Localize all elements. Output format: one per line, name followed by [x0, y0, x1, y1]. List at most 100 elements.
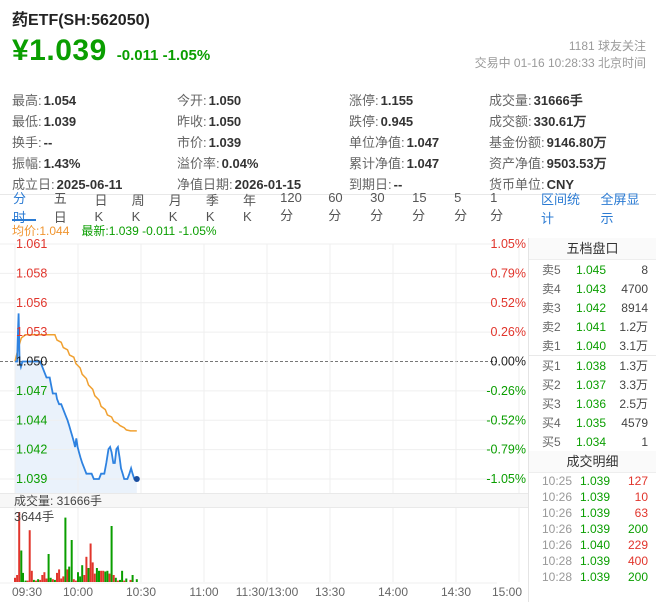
level-price: 1.036: [575, 396, 607, 411]
volume-chart-pane[interactable]: 3644手: [0, 508, 528, 584]
volume-bar: [64, 517, 67, 582]
stat-item: 振幅: 1.43%: [12, 153, 177, 174]
tab-年K[interactable]: 年K: [243, 193, 257, 224]
current-price: ¥1.039: [12, 34, 107, 67]
stat-value: CNY: [546, 177, 575, 192]
stat-value: 31666手: [533, 93, 583, 108]
link-全屏显示[interactable]: 全屏显示: [600, 192, 640, 226]
stat-label: 涨停:: [349, 93, 379, 108]
tab-120分[interactable]: 120分: [280, 190, 302, 223]
level-quantity: 3.3万: [619, 378, 648, 392]
level-label: 买2: [542, 378, 561, 392]
volume-bar: [68, 566, 71, 582]
stat-item: 溢价率: 0.04%: [177, 153, 349, 174]
stat-item: 货币单位: CNY: [489, 174, 644, 195]
volume-bar: [45, 578, 48, 582]
stat-label: 成交额:: [489, 114, 532, 129]
percent-axis-label: -0.26%: [486, 384, 526, 398]
time-axis-label: 13:30: [314, 585, 346, 599]
volume-bar: [43, 572, 46, 582]
time-axis: 09:30 10:00 10:30 11:00 11:30/13:00 13:30 14:0…: [0, 584, 528, 600]
tab-60分[interactable]: 60分: [328, 190, 343, 223]
ask-row[interactable]: 卖1 1.040 3.1万: [529, 336, 656, 355]
intraday-chart[interactable]: 1.061 1.058 1.056 1.053 1.050 1.047 1.044 1.042…: [0, 238, 528, 602]
volume-bar: [93, 573, 96, 582]
level-label: 买1: [542, 359, 561, 373]
stat-item: 最高: 1.054: [12, 90, 177, 111]
level-label: 卖5: [542, 263, 561, 277]
stat-value: 1.039: [43, 114, 77, 129]
stat-item: 换手: --: [12, 132, 177, 153]
bid-row[interactable]: 买4 1.035 4579: [529, 413, 656, 432]
bid-row[interactable]: 买2 1.037 3.3万: [529, 375, 656, 394]
transaction-row: 10:28 1.039 200: [529, 569, 656, 585]
stat-value: 1.050: [208, 114, 242, 129]
stat-label: 到期日:: [349, 177, 392, 192]
tab-5分[interactable]: 5分: [454, 190, 468, 223]
stat-item: 净值日期: 2026-01-15: [177, 174, 349, 195]
stat-value: 0.04%: [221, 156, 259, 171]
price-chart-pane[interactable]: 1.061 1.058 1.056 1.053 1.050 1.047 1.044 1.042…: [0, 238, 528, 493]
time-axis-label: 11:30/13:00: [235, 585, 299, 599]
transaction-volume: 200: [627, 570, 648, 584]
time-axis-label: 14:30: [440, 585, 472, 599]
level-price: 1.034: [575, 434, 607, 449]
volume-bar: [62, 576, 65, 582]
stats-column: 今开: 1.050 昨收: 1.050 市价: 1.039 溢价率: 0.04% 净值日期: 20…: [177, 90, 349, 192]
ask-row[interactable]: 卖5 1.045 8: [529, 260, 656, 279]
bid-row[interactable]: 买3 1.036 2.5万: [529, 394, 656, 413]
stat-label: 成交量:: [489, 93, 532, 108]
stat-label: 累计净值:: [349, 156, 405, 171]
tab-1分[interactable]: 1分: [490, 190, 504, 223]
level-quantity: 1.3万: [619, 359, 648, 373]
volume-total-label: 成交量: 31666手: [0, 493, 528, 508]
volume-max-label: 3644手: [14, 510, 54, 524]
volume-bar: [106, 570, 109, 582]
price-axis-label: 1.056: [16, 296, 47, 310]
percent-axis-label: 0.52%: [491, 296, 526, 310]
time-axis-label: 10:00: [62, 585, 94, 599]
ask-row[interactable]: 卖2 1.041 1.2万: [529, 317, 656, 336]
tab-季K[interactable]: 季K: [205, 193, 219, 224]
tab-分时[interactable]: 分时: [12, 191, 36, 225]
volume-bar: [77, 572, 79, 582]
avg-price-legend: 均价:1.044: [12, 224, 70, 238]
ask-row[interactable]: 卖4 1.043 4700: [529, 279, 656, 298]
stats-column: 涨停: 1.155 跌停: 0.945 单位净值: 1.047 累计净值: 1.047 到期日:…: [349, 90, 489, 192]
percent-axis-label: -1.05%: [486, 472, 526, 486]
stat-value: --: [393, 177, 403, 192]
tab-月K[interactable]: 月K: [168, 193, 182, 224]
tab-30分[interactable]: 30分: [370, 190, 385, 223]
time-axis-label: 15:00: [491, 585, 522, 599]
bid-row[interactable]: 买5 1.034 1: [529, 432, 656, 451]
percent-axis-label: 0.79%: [491, 266, 526, 280]
tab-日K[interactable]: 日K: [94, 193, 108, 224]
stat-label: 资产净值:: [489, 156, 545, 171]
stat-label: 换手:: [12, 135, 42, 150]
volume-bar: [53, 579, 56, 582]
bid-rows: 买1 1.038 1.3万 买2 1.037 3.3万 买3 1.036 2.5万 买4 1.035…: [529, 356, 656, 451]
stat-label: 今开:: [177, 93, 207, 108]
stat-value: 1.054: [43, 93, 77, 108]
stats-grid: 最高: 1.054 最低: 1.039 换手: -- 振幅: 1.43% 成立日: 2025-06…: [0, 84, 656, 194]
stat-item: 成交额: 330.61万: [489, 111, 644, 132]
transaction-time: 10:28: [542, 554, 573, 568]
transaction-volume: 229: [627, 538, 648, 552]
trading-status: 交易中 01-16 10:28:33 北京时间: [474, 56, 646, 70]
volume-bar: [95, 568, 98, 582]
quote-header: 药ETF(SH:562050) ¥1.039 -0.011 -1.05% 118…: [0, 0, 656, 84]
ask-row[interactable]: 卖3 1.042 8914: [529, 298, 656, 317]
link-区间统计[interactable]: 区间统计: [540, 192, 580, 226]
tab-周K[interactable]: 周K: [131, 193, 145, 224]
transaction-price: 1.039: [579, 522, 611, 536]
volume-bar: [35, 580, 37, 582]
volume-bar: [110, 526, 113, 582]
tab-五日[interactable]: 五日: [53, 191, 67, 225]
tab-15分[interactable]: 15分: [412, 190, 427, 223]
stat-label: 最低:: [12, 114, 42, 129]
bid-row[interactable]: 买1 1.038 1.3万: [529, 356, 656, 375]
level-price: 1.040: [575, 338, 607, 353]
volume-bar: [79, 576, 82, 582]
volume-bar: [89, 543, 92, 582]
stat-item: 跌停: 0.945: [349, 111, 489, 132]
